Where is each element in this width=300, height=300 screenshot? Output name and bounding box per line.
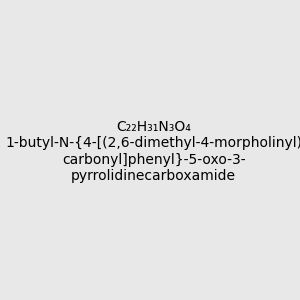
Text: C₂₂H₃₁N₃O₄
1-butyl-N-{4-[(2,6-dimethyl-4-morpholinyl)
carbonyl]phenyl}-5-oxo-3-
: C₂₂H₃₁N₃O₄ 1-butyl-N-{4-[(2,6-dimethyl-4… bbox=[5, 120, 300, 183]
